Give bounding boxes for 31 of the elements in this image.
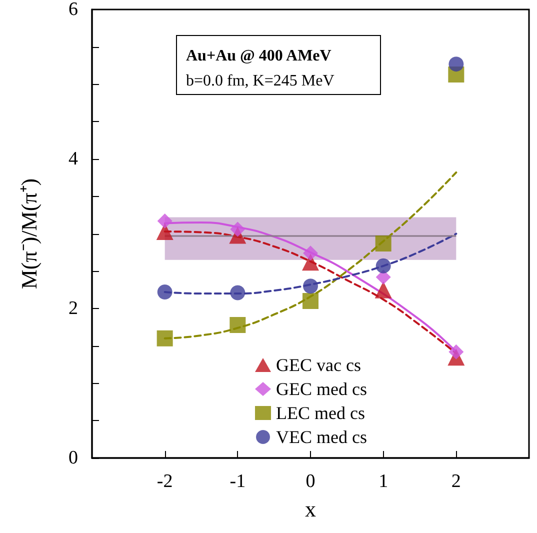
x-tick-label: -1 bbox=[230, 471, 246, 492]
point bbox=[157, 214, 172, 229]
y-tick-label: 0 bbox=[68, 448, 78, 468]
y-tick-label: 6 bbox=[68, 0, 78, 20]
y-tick-label: 2 bbox=[68, 298, 78, 319]
annotation: Au+Au @ 400 AMeV bbox=[186, 48, 332, 64]
legend-label: GEC vac cs bbox=[276, 355, 361, 375]
x-tick-label: 2 bbox=[451, 471, 461, 492]
point bbox=[448, 56, 464, 72]
annotation: b=0.0 fm, K=245 MeV bbox=[186, 72, 335, 90]
point bbox=[156, 330, 173, 346]
point bbox=[448, 344, 464, 360]
legend-label: GEC med cs bbox=[276, 379, 367, 399]
x-tick-label: 1 bbox=[378, 471, 388, 492]
point bbox=[230, 285, 246, 300]
point bbox=[302, 293, 318, 310]
point bbox=[303, 278, 318, 294]
point bbox=[374, 281, 392, 298]
point bbox=[230, 222, 246, 237]
point bbox=[303, 246, 318, 261]
point bbox=[376, 258, 391, 274]
x-tick-label: 0 bbox=[306, 471, 316, 492]
point bbox=[375, 235, 392, 252]
x-tick-label: -2 bbox=[156, 471, 173, 492]
point bbox=[157, 284, 172, 300]
y-tick-label: 4 bbox=[68, 148, 78, 170]
x-axis-title: x bbox=[305, 496, 316, 522]
point bbox=[230, 316, 246, 333]
legend-label: VEC med cs bbox=[276, 427, 367, 447]
y-axis-title: M(π⁻)/M(π⁺) bbox=[16, 178, 42, 290]
legend-label: LEC med cs bbox=[276, 403, 365, 423]
